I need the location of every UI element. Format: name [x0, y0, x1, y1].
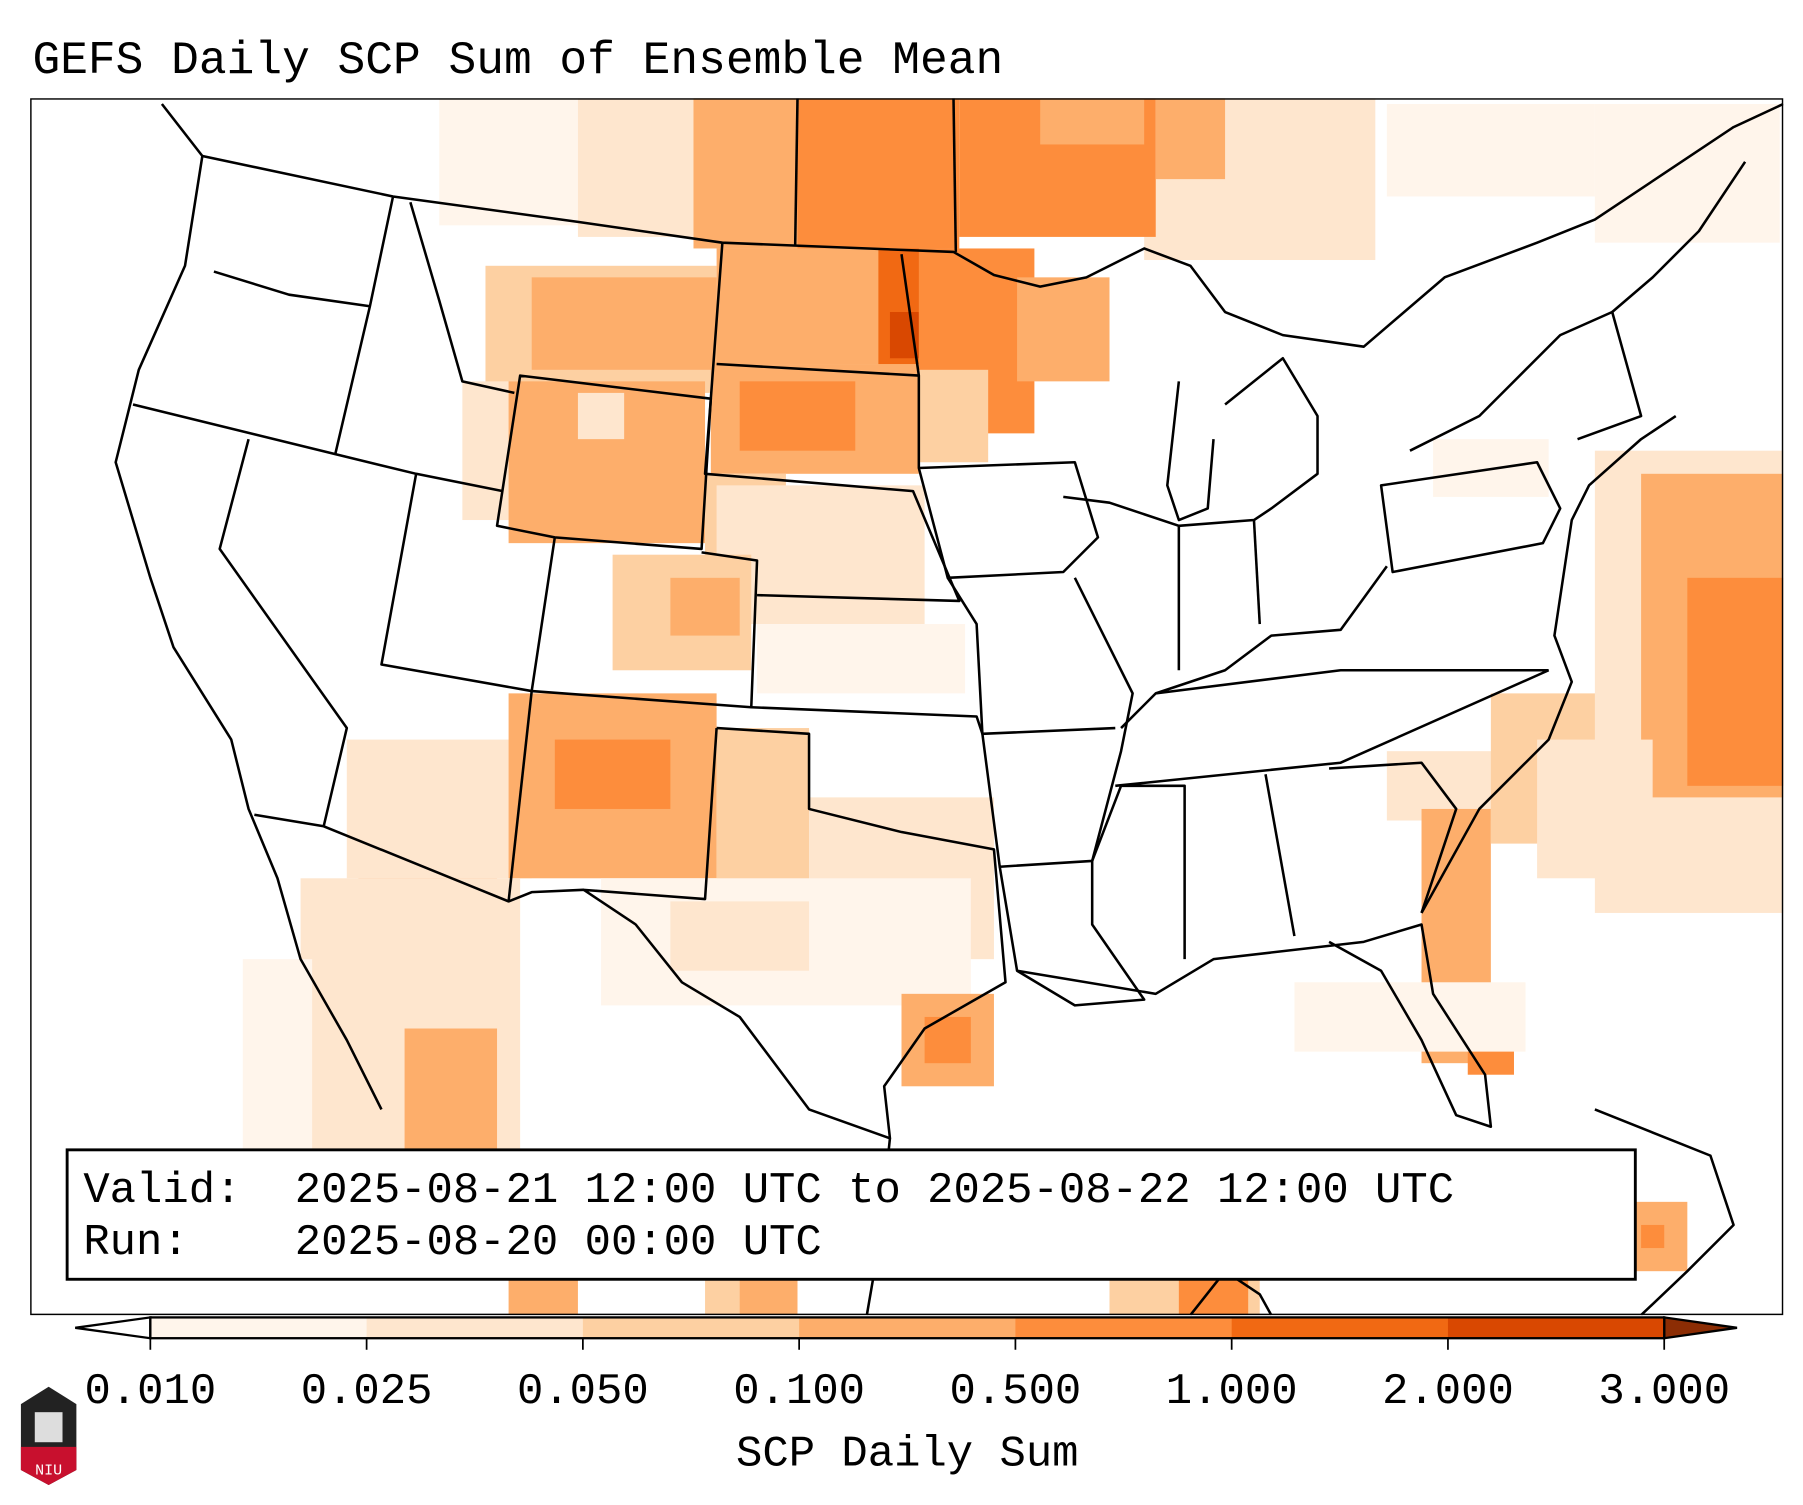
scp-cell	[918, 369, 989, 463]
valid-value: 2025-08-21 12:00 UTC to 2025-08-22 12:00…	[295, 1166, 1454, 1216]
colorbar-label: SCP Daily Sum	[736, 1429, 1079, 1479]
colorbar-tick-label: 2.000	[1382, 1367, 1514, 1417]
colorbar-under-arrow	[75, 1316, 152, 1340]
scp-cell	[757, 624, 966, 694]
scp-cell	[1386, 104, 1595, 197]
colorbar-segment	[1015, 1317, 1233, 1339]
scp-cell	[242, 959, 313, 1156]
scp-cell	[346, 739, 532, 879]
colorbar-segment	[1447, 1317, 1665, 1339]
scp-cell	[739, 381, 856, 451]
colorbar-segment	[799, 1317, 1016, 1339]
scp-cell	[693, 98, 798, 249]
colorbar-segment	[150, 1317, 368, 1339]
scp-cell	[1040, 98, 1145, 145]
colorbar-tick-label: 0.010	[84, 1367, 216, 1417]
scp-cell	[797, 98, 960, 249]
state-borders	[114, 98, 1784, 1316]
scp-cell	[1155, 98, 1226, 180]
niu-logo: NIU	[20, 1386, 77, 1485]
colorbar-tick-label: 0.025	[301, 1367, 433, 1417]
colorbar-segment	[1231, 1317, 1449, 1339]
scp-cell	[1594, 104, 1780, 243]
scp-cell	[1687, 577, 1784, 786]
scp-cell	[1641, 1224, 1665, 1249]
colorbar-tick-label: 3.000	[1598, 1367, 1730, 1417]
colorbar-tick-label: 0.500	[950, 1367, 1082, 1417]
scp-cell	[670, 577, 740, 636]
colorbar-tick-label: 1.000	[1166, 1367, 1298, 1417]
scp-cell	[439, 98, 578, 226]
scp-cell	[670, 901, 810, 971]
map-panel[interactable]	[30, 98, 1784, 1316]
info-box: Valid: 2025-08-21 12:00 UTC to 2025-08-2…	[65, 1148, 1637, 1281]
colorbar-segment	[582, 1317, 800, 1339]
scp-cell	[577, 392, 625, 440]
scp-cell	[554, 739, 671, 809]
colorbar-tick-label: 0.100	[733, 1367, 865, 1417]
scp-cell	[404, 1028, 498, 1168]
colorbar-tick-label: 0.050	[517, 1367, 649, 1417]
run-value: 2025-08-20 00:00 UTC	[295, 1218, 822, 1268]
scp-cell	[1017, 277, 1110, 382]
scp-cell	[716, 248, 902, 365]
scp-cell	[1294, 982, 1526, 1052]
scp-shading	[242, 98, 1784, 1316]
logo-text: NIU	[35, 1462, 62, 1480]
run-label: Run:	[83, 1218, 188, 1268]
scp-cell	[531, 277, 717, 370]
scp-cell	[1537, 739, 1653, 879]
colorbar-over-arrow	[1663, 1316, 1738, 1340]
figure-title: GEFS Daily SCP Sum of Ensemble Mean	[32, 35, 1003, 87]
colorbar-segment	[366, 1317, 584, 1339]
colorbar: 0.010 0.025 0.050 0.100 0.500 1.000 2.000 3.000	[75, 1316, 1738, 1417]
valid-label: Valid:	[83, 1166, 241, 1216]
